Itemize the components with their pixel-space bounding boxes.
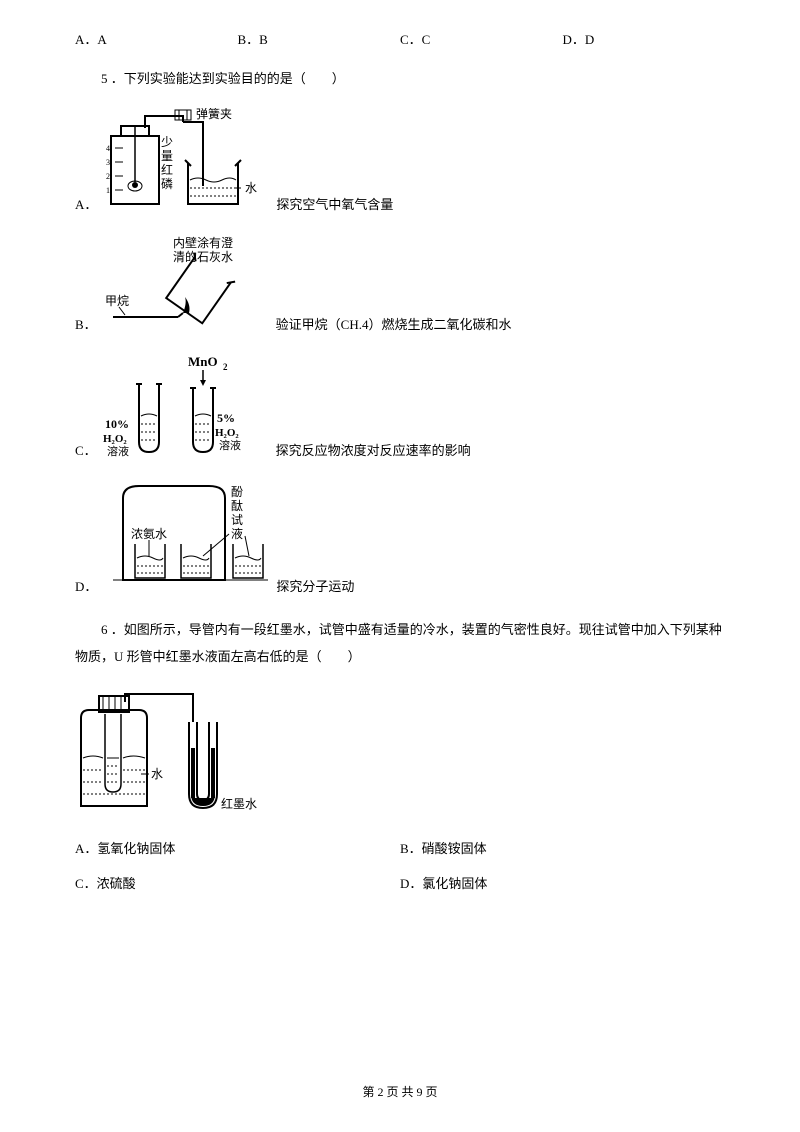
q6-diagram: 水 红墨水 — [75, 688, 725, 825]
q5-choice-a: A． 4 3 2 1 — [75, 108, 725, 220]
mark-2: 2 — [106, 172, 110, 181]
page-footer: 第 2 页 共 9 页 — [0, 1083, 800, 1102]
phos-l2: 量 — [161, 149, 173, 163]
right-sol: 溶液 — [219, 438, 241, 452]
q6-opt-b: B．硝酸铵固体 — [400, 839, 725, 860]
q5-choice-c: C． MnO 2 — [75, 354, 725, 466]
q6-stem: 6 ．如图所示，导管内有一段红墨水，试管中盛有适量的冷水，装置的气密性良好。现往… — [75, 616, 725, 671]
mark-4: 4 — [106, 144, 110, 153]
phos-l1: 少 — [161, 135, 173, 149]
q6-opt-c: C．浓硫酸 — [75, 874, 400, 895]
q5-c-text: 探究反应物浓度对反应速率的影响 — [276, 441, 471, 466]
right-pct: 5% — [217, 411, 235, 425]
phenol-l4: 液 — [231, 526, 243, 541]
q4-opt-d: D．D — [563, 30, 726, 51]
q4-opt-b: B．B — [238, 30, 401, 51]
water-label-a: 水 — [245, 181, 257, 195]
left-pct: 10% — [105, 417, 129, 431]
q6-opt-a: A．氢氧化钠固体 — [75, 839, 400, 860]
q5-a-text: 探究空气中氧气含量 — [276, 195, 393, 220]
phenol-l1: 酚 — [231, 485, 243, 499]
q5-choice-d: D． 酚 酞 — [75, 480, 725, 602]
q5-b-label: B． — [75, 315, 97, 340]
q5-a-diagram: 4 3 2 1 — [103, 108, 268, 220]
mno2-label: MnO — [188, 354, 218, 369]
phenol-l3: 试 — [231, 512, 243, 527]
q4-options-row: A．A B．B C．C D．D — [75, 30, 725, 51]
phos-l4: 磷 — [161, 176, 173, 191]
methane-label: 甲烷 — [105, 294, 129, 308]
q5-d-diagram: 酚 酞 试 液 浓氨水 — [103, 480, 268, 602]
page-root: A．A B．B C．C D．D 5 ．下列实验能达到实验目的的是（ ） A． 4… — [0, 0, 800, 1132]
ammonia-label: 浓氨水 — [131, 527, 167, 541]
clip-label-text: 弹簧夹 — [196, 108, 232, 121]
wall-l1: 内壁涂有澄 — [173, 235, 233, 250]
q4-opt-c: C．C — [400, 30, 563, 51]
q5-b-diagram: 内壁涂有澄 清的石灰水 甲烷 — [103, 233, 268, 340]
q6-water-label: 水 — [151, 767, 163, 781]
q4-opt-a: A．A — [75, 30, 238, 51]
q5-b-text: 验证甲烷（CH.4）燃烧生成二氧化碳和水 — [276, 315, 512, 340]
phenol-l2: 酞 — [231, 498, 243, 513]
q5-c-label: C． — [75, 441, 97, 466]
left-h2o2: H₂O₂ — [103, 433, 127, 445]
left-sol: 溶液 — [107, 444, 129, 458]
right-h2o2: H₂O₂ — [215, 427, 239, 439]
phos-l3: 红 — [161, 162, 173, 177]
mno2-sub: 2 — [223, 362, 228, 372]
q5-d-text: 探究分子运动 — [276, 577, 354, 602]
q6-options-row2: C．浓硫酸 D．氯化钠固体 — [75, 874, 725, 895]
q5-a-label: A． — [75, 195, 97, 220]
q6-ink-label: 红墨水 — [221, 796, 257, 811]
wall-l2: 清的石灰水 — [173, 249, 233, 264]
q5-choice-b: B． 内壁涂有澄 清的石灰水 甲烷 验证甲烷（CH.4）燃烧生成二氧化碳 — [75, 233, 725, 340]
q6-opt-d: D．氯化钠固体 — [400, 874, 725, 895]
mark-1: 1 — [106, 186, 110, 195]
q5-d-label: D． — [75, 577, 97, 602]
q5-c-diagram: MnO 2 — [103, 354, 268, 466]
mark-3: 3 — [106, 158, 110, 167]
q5-stem: 5 ．下列实验能达到实验目的的是（ ） — [75, 69, 725, 90]
q6-options-row1: A．氢氧化钠固体 B．硝酸铵固体 — [75, 839, 725, 860]
